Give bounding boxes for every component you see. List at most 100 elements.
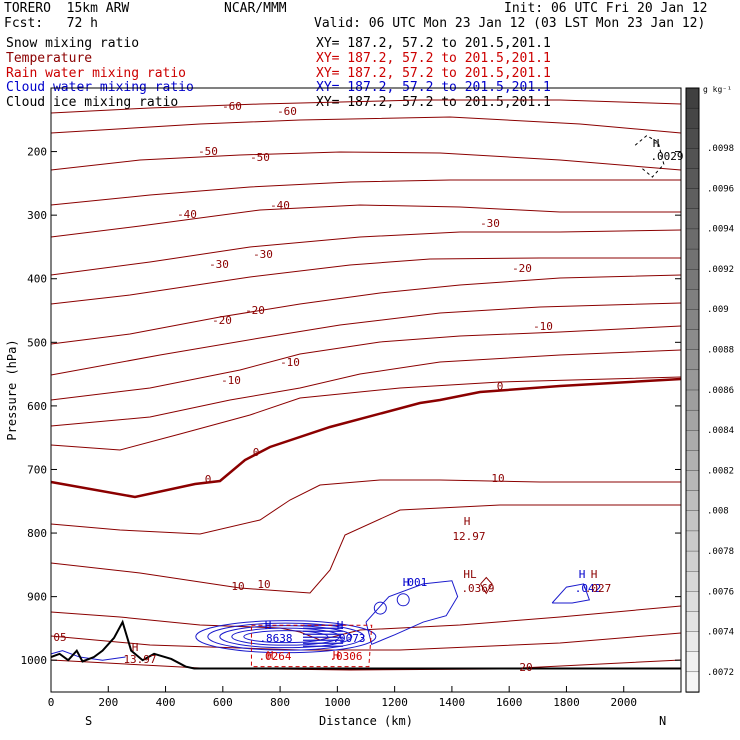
- x-tick-label: 1000: [324, 696, 351, 709]
- extremum-marker: H: [579, 568, 586, 581]
- temperature-contour: [50, 504, 681, 594]
- colorbar-label: .0088: [707, 346, 734, 356]
- y-tick-label: 700: [27, 463, 47, 476]
- cloud-water-contour: [396, 593, 410, 607]
- y-tick-label: 300: [27, 209, 47, 222]
- extremum-value: .8638: [259, 632, 292, 645]
- colorbar-bin: [685, 269, 700, 290]
- extremum-value: 12.97: [452, 530, 485, 543]
- temperature-label: 0: [205, 473, 212, 486]
- field-xy-cloud-ice: XY= 187.2, 57.2 to 201.5,201.1: [316, 95, 551, 110]
- x-tick-label: 1200: [381, 696, 408, 709]
- field-xy-snow: XY= 187.2, 57.2 to 201.5,201.1: [316, 36, 551, 51]
- extremum-value: 13.97: [123, 653, 156, 666]
- colorbar-bin: [685, 369, 700, 391]
- colorbar-bin: [685, 490, 700, 512]
- colorbar-bin: [685, 148, 700, 170]
- y-tick-label: 400: [27, 273, 47, 286]
- model-title: TORERO 15km ARW: [4, 1, 130, 16]
- x-tick-label: 200: [98, 696, 118, 709]
- colorbar-unit: g kg⁻¹: [703, 85, 732, 94]
- valid-time: Valid: 06 UTC Mon 23 Jan 12 (03 LST Mon …: [314, 16, 706, 31]
- colorbar-label: .0092: [707, 265, 734, 275]
- colorbar-bin: [685, 450, 700, 472]
- temperature-contour: [50, 99, 682, 114]
- colorbar-bin: [685, 309, 700, 331]
- temperature-label: -20: [512, 262, 532, 275]
- temperature-label: -50: [250, 151, 270, 164]
- colorbar-label: .0094: [707, 225, 734, 235]
- extremum-value: .001: [401, 576, 428, 589]
- temperature-contour: [50, 349, 682, 427]
- temperature-contour: [50, 257, 681, 305]
- extremum-marker: H: [591, 568, 598, 581]
- org-title: NCAR/MMM: [224, 1, 287, 16]
- temperature-label: -60: [277, 105, 297, 118]
- colorbar-label: .0074: [707, 628, 734, 638]
- plot-frame: [50, 87, 682, 693]
- colorbar-bin: [685, 248, 700, 270]
- field-xy-rain: XY= 187.2, 57.2 to 201.5,201.1: [316, 66, 551, 81]
- extremum-marker: HL: [463, 568, 477, 581]
- y-tick-label: 1000: [21, 654, 48, 667]
- colorbar-label: .0082: [707, 466, 734, 476]
- colorbar-bin: [685, 289, 700, 311]
- field-name-rain: Rain water mixing ratio: [6, 66, 187, 81]
- colorbar-bin: [685, 409, 700, 431]
- colorbar-bin: [685, 510, 700, 532]
- colorbar-bin: [685, 128, 700, 150]
- temperature-label: -10: [280, 356, 300, 369]
- temperature-label: -40: [270, 199, 290, 212]
- temperature-contour: [50, 302, 682, 376]
- x-tick-label: 1800: [553, 696, 580, 709]
- colorbar-bin: [685, 571, 700, 592]
- colorbar-bin: [685, 631, 700, 653]
- y-tick-label: 900: [27, 591, 47, 604]
- field-name-snow: Snow mixing ratio: [6, 36, 140, 51]
- field-xy-temperature: XY= 187.2, 57.2 to 201.5,201.1: [316, 51, 551, 66]
- rain-contour: [480, 576, 493, 595]
- temperature-label: -20: [245, 304, 265, 317]
- temperature-label: -20: [212, 314, 232, 327]
- temperature-contour: [50, 479, 681, 535]
- colorbar-bin: [685, 671, 700, 693]
- x-tick-label: 0: [48, 696, 55, 709]
- temperature-label: -30: [253, 248, 273, 261]
- extremum-marker: H: [464, 515, 471, 528]
- temperature-contour: [50, 179, 681, 206]
- extremum-marker: H: [653, 137, 660, 150]
- y-axis-label: Pressure (hPa): [5, 339, 19, 440]
- rain-water-contour: [250, 624, 373, 668]
- x-axis-label: Distance (km): [319, 714, 413, 728]
- temperature-label: -30: [480, 217, 500, 230]
- temperature-label: 0: [253, 446, 260, 459]
- colorbar-bin: [685, 168, 700, 190]
- extremum-marker: H: [337, 619, 344, 632]
- temperature-label: -60: [222, 100, 242, 113]
- x-tick-label: 1600: [496, 696, 523, 709]
- cloud-water-contour: [207, 622, 365, 651]
- colorbar-bin: [685, 107, 700, 129]
- colorbar-bin: [685, 591, 700, 613]
- x-tick-label: 400: [156, 696, 176, 709]
- temperature-label: 10: [257, 578, 270, 591]
- colorbar-bin: [685, 550, 700, 572]
- field-name-cloud-ice: Cloud ice mixing ratio: [6, 95, 179, 110]
- temperature-contour: [50, 116, 682, 134]
- axis-end-label-south: S: [85, 714, 92, 728]
- extremum-value: .9073: [332, 632, 365, 645]
- colorbar-bin: [685, 389, 700, 411]
- temperature-contour: [50, 151, 682, 171]
- colorbar-bin: [685, 530, 700, 552]
- colorbar-bin: [685, 188, 700, 210]
- temperature-label: -10: [533, 320, 553, 333]
- y-tick-label: 200: [27, 146, 47, 159]
- extremum-marker: H: [132, 641, 139, 654]
- extremum-value: .0029: [650, 150, 683, 163]
- terrain-line: [50, 619, 681, 670]
- field-name-temperature: Temperature: [6, 51, 93, 66]
- y-tick-label: 600: [27, 400, 47, 413]
- snow-contour: [634, 135, 665, 178]
- temperature-label: 05: [53, 631, 66, 644]
